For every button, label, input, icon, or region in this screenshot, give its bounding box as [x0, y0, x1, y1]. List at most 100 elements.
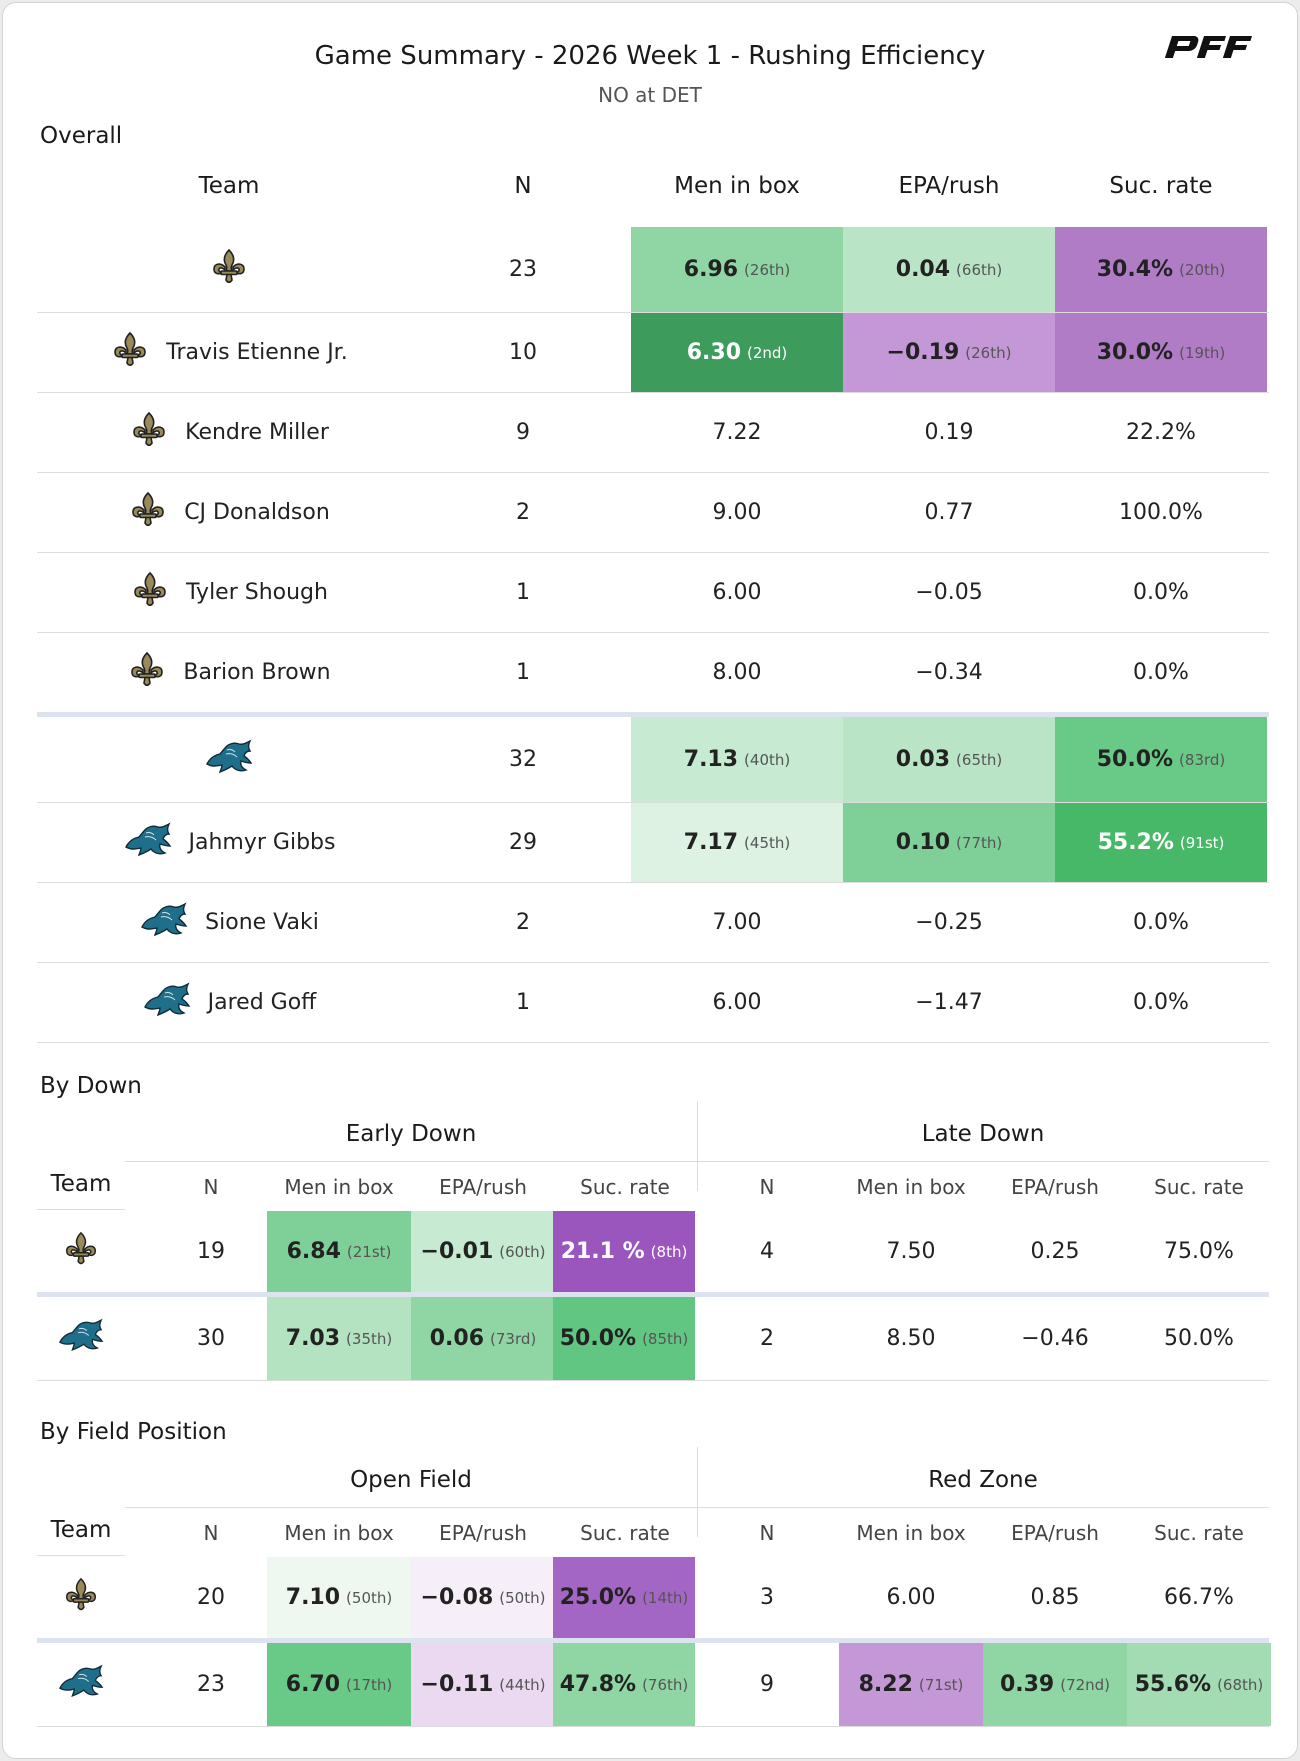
suc-rate-value: 0.0% [1133, 660, 1189, 685]
sub-header: Men in box [856, 1521, 966, 1545]
left-epa-rush-cell: −0.11 (44th) [411, 1643, 555, 1726]
n-value: 2 [516, 500, 530, 525]
epa-rush-value: −0.19 [886, 340, 960, 365]
left-epa-rush-value: −0.08 [420, 1585, 494, 1610]
suc-rate-value: 0.0% [1133, 990, 1189, 1015]
section-overall: Overall [40, 123, 123, 149]
table-row: Travis Etienne Jr. 10 6.30 (2nd) −0.19 (26th)… [37, 313, 1269, 393]
men-in-box-rank: (26th) [744, 260, 791, 279]
left-suc-rate-value: 47.8% [559, 1672, 637, 1697]
men-in-box-cell: 7.22 [631, 393, 843, 472]
n-cell: 10 [473, 313, 573, 392]
left-men-in-box-rank: (35th) [346, 1329, 393, 1348]
saints-fleur-de-lis-icon [110, 330, 150, 376]
table-row: 32 7.13 (40th) 0.03 (65th) 50.0% (83rd) [37, 717, 1269, 803]
suc-rate-cell: 50.0% (83rd) [1055, 717, 1267, 802]
section-by-field-position: By Field Position [40, 1419, 227, 1445]
n-value: 10 [509, 340, 537, 365]
men-in-box-cell: 6.00 [631, 963, 843, 1042]
n-cell: 29 [473, 803, 573, 882]
left-men-in-box-rank: (21st) [346, 1242, 392, 1261]
men-in-box-value: 8.00 [712, 660, 762, 685]
men-in-box-value: 6.00 [712, 990, 762, 1015]
right-n-cell: 9 [695, 1643, 839, 1726]
player-name: Kendre Miller [185, 420, 329, 445]
men-in-box-cell: 6.30 (2nd) [631, 313, 843, 392]
n-value: 1 [516, 660, 530, 685]
header-men-in-box: Men in box [674, 173, 800, 199]
table-row: Barion Brown 1 8.00 −0.34 0.0% [37, 633, 1269, 717]
suc-rate-cell: 22.2% [1055, 393, 1267, 472]
player-name-cell: CJ Donaldson [101, 473, 357, 552]
left-epa-rush-rank: (50th) [499, 1588, 546, 1607]
right-men-in-box-cell: 8.50 [839, 1297, 983, 1380]
men-in-box-cell: 7.13 (40th) [631, 717, 843, 802]
left-epa-rush-cell: −0.01 (60th) [411, 1211, 555, 1292]
n-value: 1 [516, 580, 530, 605]
left-suc-rate-rank: (76th) [642, 1675, 689, 1694]
n-cell: 1 [473, 553, 573, 632]
player-name: Sione Vaki [205, 910, 319, 935]
header-epa-rush: EPA/rush [898, 173, 1000, 199]
sub-header: N [759, 1521, 775, 1545]
right-n-cell: 4 [695, 1211, 839, 1292]
right-suc-rate-rank: (68th) [1217, 1675, 1264, 1694]
men-in-box-value: 6.00 [712, 580, 762, 605]
player-name: Jared Goff [207, 990, 317, 1015]
team-cell [37, 1643, 125, 1726]
n-cell: 9 [473, 393, 573, 472]
epa-rush-value: −0.25 [915, 910, 983, 935]
left-n-value: 19 [197, 1239, 225, 1264]
section-by-down: By Down [40, 1073, 142, 1099]
men-in-box-value: 9.00 [712, 500, 762, 525]
saints-fleur-de-lis-icon [129, 410, 169, 456]
left-men-in-box-rank: (50th) [346, 1588, 393, 1607]
header-team: Team [50, 1171, 112, 1197]
team-cell [101, 227, 357, 312]
left-epa-rush-rank: (44th) [499, 1675, 546, 1694]
saints-fleur-de-lis-icon [127, 650, 167, 696]
group-underline [125, 1161, 1269, 1162]
right-epa-rush-cell: 0.25 [983, 1211, 1127, 1292]
left-men-in-box-value: 7.03 [285, 1326, 341, 1351]
left-men-in-box-value: 7.10 [285, 1585, 341, 1610]
left-suc-rate-cell: 50.0% (85th) [553, 1297, 695, 1380]
right-n-value: 3 [760, 1585, 774, 1610]
lions-logo-icon [123, 821, 173, 864]
left-n-cell: 19 [139, 1211, 283, 1292]
left-suc-rate-cell: 21.1 % (8th) [553, 1211, 695, 1292]
table-row: 20 7.10 (50th) −0.08 (50th) 25.0% (14th) 3 6.00 0… [37, 1557, 1269, 1643]
player-name-cell: Barion Brown [101, 633, 357, 712]
suc-rate-value: 30.4% [1096, 257, 1174, 282]
men-in-box-rank: (45th) [744, 833, 791, 852]
page-title: Game Summary - 2026 Week 1 - Rushing Eff… [314, 41, 986, 71]
men-in-box-cell: 7.00 [631, 883, 843, 962]
team-header-underline [37, 1209, 125, 1210]
left-n-cell: 23 [139, 1643, 283, 1726]
men-in-box-value: 6.30 [686, 340, 741, 365]
page-subtitle: NO at DET [598, 83, 702, 107]
left-epa-rush-value: −0.11 [420, 1672, 494, 1697]
right-n-value: 2 [760, 1326, 774, 1351]
suc-rate-rank: (20th) [1179, 260, 1226, 279]
player-name: Jahmyr Gibbs [188, 830, 336, 855]
epa-rush-cell: 0.77 [843, 473, 1055, 552]
men-in-box-cell: 6.00 [631, 553, 843, 632]
left-suc-rate-cell: 47.8% (76th) [553, 1643, 695, 1726]
men-in-box-cell: 8.00 [631, 633, 843, 712]
epa-rush-rank: (65th) [956, 750, 1003, 769]
team-cell [37, 1557, 125, 1638]
suc-rate-cell: 30.0% (19th) [1055, 313, 1267, 392]
pff-logo [1159, 33, 1259, 65]
left-men-in-box-cell: 7.03 (35th) [267, 1297, 411, 1380]
epa-rush-cell: 0.10 (77th) [843, 803, 1055, 882]
right-suc-rate-cell: 66.7% [1127, 1557, 1271, 1638]
player-name-cell: Tyler Shough [101, 553, 357, 632]
group-divider [697, 1101, 698, 1191]
right-men-in-box-value: 8.50 [886, 1326, 936, 1351]
left-men-in-box-rank: (17th) [346, 1675, 393, 1694]
n-cell: 2 [473, 883, 573, 962]
suc-rate-value: 50.0% [1096, 747, 1174, 772]
n-value: 1 [516, 990, 530, 1015]
